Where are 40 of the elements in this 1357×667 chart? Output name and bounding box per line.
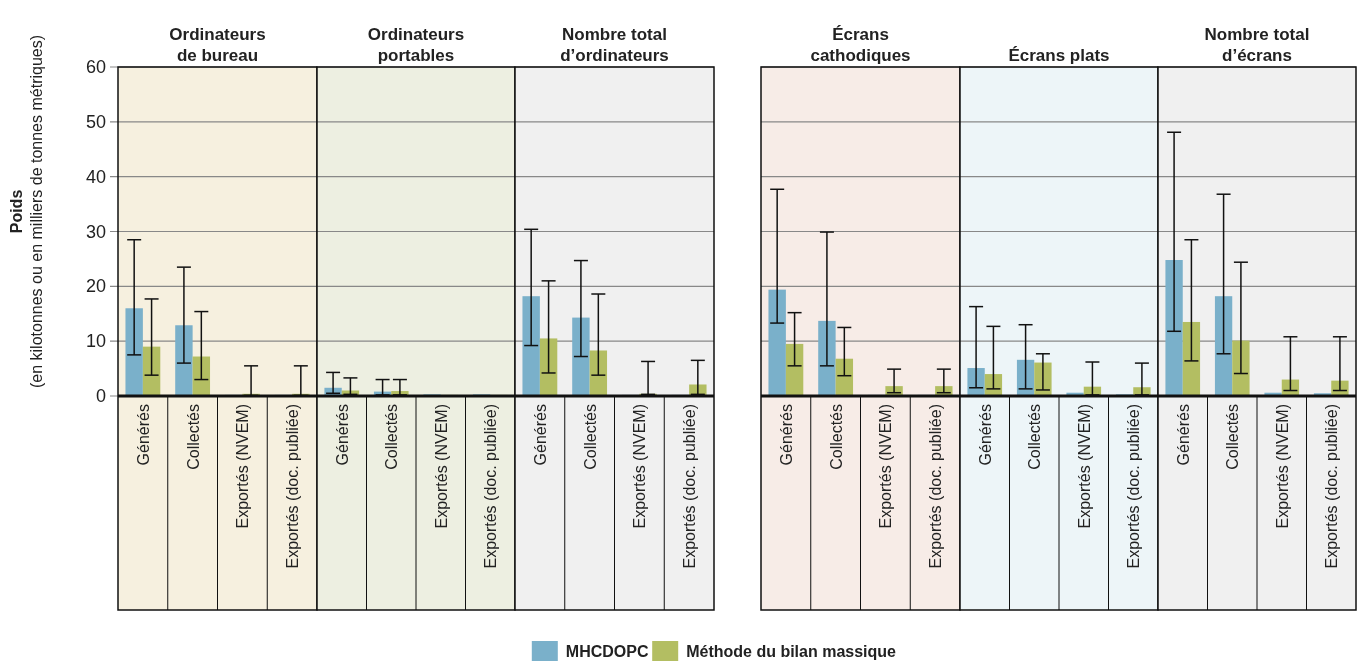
x-tick-label: Exportés (doc. publiée): [482, 404, 500, 569]
x-tick-label: Collectés: [827, 404, 845, 470]
x-tick-label: Collectés: [1026, 404, 1044, 470]
x-tick-label: Collectés: [184, 404, 202, 470]
x-tick-label: Exportés (NVEM): [631, 404, 649, 529]
x-tick-label: Exportés (NVEM): [1273, 404, 1291, 529]
y-tick-label: 50: [85, 111, 106, 132]
x-tick-label: Exportés (doc. publiée): [1125, 404, 1143, 569]
x-tick-label: Générés: [531, 404, 549, 466]
y-tick-label: 30: [85, 221, 106, 242]
y-axis-title: Poids (en kilotonnes ou en milliers de tonnes métriques): [8, 34, 45, 389]
legend-label: MHCDOPC: [565, 643, 649, 660]
x-tick-label: Exportés (NVEM): [234, 404, 252, 529]
x-tick-label: Générés: [777, 404, 795, 466]
y-tick-label: 20: [85, 276, 106, 297]
y-tick-label: 40: [85, 166, 106, 187]
chart-title: Nombre total d’ordinateurs: [560, 25, 669, 65]
x-tick-label: Collectés: [383, 404, 401, 470]
y-tick-label: 60: [85, 57, 106, 77]
x-tick-label: Exportés (doc. publiée): [681, 404, 699, 569]
y-tick-label: 10: [85, 331, 106, 352]
x-tick-label: Générés: [976, 404, 994, 466]
chart-title: Écrans cathodiques: [810, 25, 911, 65]
x-tick-label: Exportés (NVEM): [432, 404, 450, 529]
chart-title: Ordinateurs portables: [367, 25, 465, 65]
x-tick-label: Exportés (doc. publiée): [284, 404, 302, 569]
x-tick-label: Générés: [134, 404, 152, 466]
chart-title: Écrans plats: [1008, 46, 1110, 65]
x-tick-label: Exportés (doc. publiée): [927, 404, 945, 569]
chart-title: Ordinateurs de bureau: [169, 25, 266, 65]
legend-label: Méthode du bilan massique: [686, 643, 897, 660]
x-tick-label: Générés: [333, 404, 351, 466]
x-tick-label: Collectés: [1224, 404, 1242, 470]
x-tick-label: Collectés: [581, 404, 599, 470]
x-tick-label: Exportés (NVEM): [877, 404, 895, 529]
x-tick-label: Générés: [1174, 404, 1192, 466]
x-tick-label: Exportés (NVEM): [1075, 404, 1093, 529]
x-tick-label: Exportés (doc. publiée): [1323, 404, 1341, 569]
chart-title: Nombre total d’écrans: [1204, 25, 1310, 65]
y-tick-label: 0: [95, 386, 106, 406]
